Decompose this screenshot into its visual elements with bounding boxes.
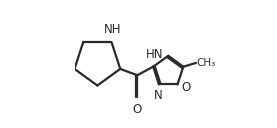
- Text: N: N: [154, 89, 163, 103]
- Text: O: O: [181, 81, 191, 94]
- Text: NH: NH: [104, 23, 122, 36]
- Text: O: O: [133, 103, 142, 116]
- Text: CH₃: CH₃: [197, 58, 216, 68]
- Text: HN: HN: [146, 48, 163, 61]
